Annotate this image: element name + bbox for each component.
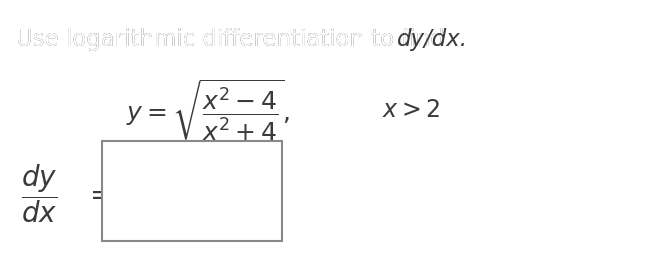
Text: $x > 2$: $x > 2$: [382, 98, 440, 122]
Text: $\dfrac{dy}{dx}$: $\dfrac{dy}{dx}$: [21, 163, 57, 225]
Text: dy/dx.: dy/dx.: [398, 28, 468, 51]
FancyBboxPatch shape: [101, 141, 282, 242]
Text: $y = \sqrt{\dfrac{x^2-4}{x^2+4}},$: $y = \sqrt{\dfrac{x^2-4}{x^2+4}},$: [126, 77, 290, 142]
Text: $=$: $=$: [85, 180, 112, 208]
Text: Use logarithmic differentiation to find: Use logarithmic differentiation to find: [16, 28, 452, 51]
Text: Use logarithmic differentiation to find: Use logarithmic differentiation to find: [16, 28, 452, 51]
